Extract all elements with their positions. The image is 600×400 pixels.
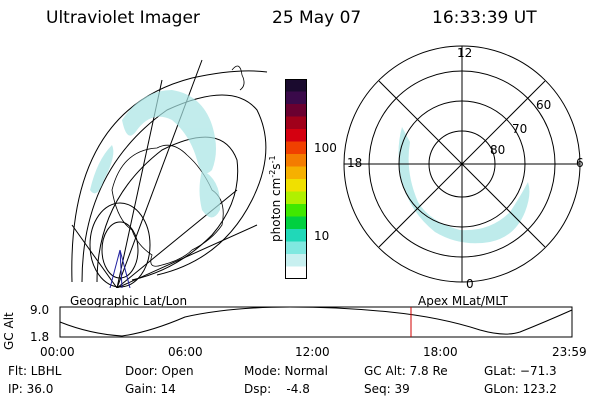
altitude-strip-plot <box>59 306 573 338</box>
dsp-readout: Dsp: -4.8 <box>244 382 310 396</box>
ip-readout: IP: 36.0 <box>8 382 54 396</box>
colorbar-tick-10: 10 <box>314 229 330 243</box>
map-meridian <box>71 224 118 288</box>
aurora-oval-glow <box>398 127 530 244</box>
map-coordinate-label: Geographic Lat/Lon <box>70 294 188 308</box>
colorbar-band <box>285 191 307 205</box>
mlt-label-12: 12 <box>457 46 473 60</box>
gc-altitude-readout: GC Alt: 7.8 Re <box>364 364 448 378</box>
colorbar-unit-label: photon cm-2s-1 <box>268 155 283 242</box>
strip-frame <box>59 306 573 338</box>
geographic-longitude-readout: GLon: 123.2 <box>484 382 557 396</box>
colorbar-band <box>285 241 307 255</box>
geographic-latitude-readout: GLat: −71.3 <box>484 364 557 378</box>
colorbar-band <box>285 79 307 92</box>
strip-axis-label: GC Alt <box>2 312 16 350</box>
unit-exp2: -1 <box>268 155 277 164</box>
geographic-map-panel <box>71 59 268 288</box>
colorbar-band <box>285 104 307 117</box>
strip-xtick-1800: 18:00 <box>423 345 458 359</box>
intensity-colorbar <box>285 79 307 279</box>
view-line <box>119 249 123 288</box>
polar-diagonal <box>378 80 546 248</box>
map-pole-circle <box>89 202 151 288</box>
colorbar-band <box>285 116 307 130</box>
unit-exp1: -2 <box>268 169 277 178</box>
door-readout: Door: Open <box>125 364 194 378</box>
sequence-readout: Seq: 39 <box>364 382 410 396</box>
view-line <box>109 249 121 288</box>
mlat-label-80: 80 <box>490 143 506 157</box>
polar-coordinate-label: Apex MLat/MLT <box>418 294 508 308</box>
unit-mid: s <box>269 163 283 170</box>
observation-date: 25 May 07 <box>272 8 362 28</box>
map-lat-arc <box>81 94 267 283</box>
imager-title: Ultraviolet Imager <box>46 8 200 28</box>
colorbar-band <box>285 166 307 180</box>
altitude-curve <box>59 306 573 337</box>
filter-readout: Flt: LBHL <box>8 364 62 378</box>
strip-ytick-1-8: 1.8 <box>30 330 50 344</box>
polar-mlt-plot <box>343 45 581 283</box>
colorbar-band <box>285 91 307 105</box>
unit-base: photon cm <box>269 177 283 242</box>
coastline-fragment <box>231 65 245 91</box>
colorbar-tick-100: 100 <box>314 141 337 155</box>
mlt-label-0: 0 <box>466 277 474 291</box>
mlt-label-18: 18 <box>347 156 363 170</box>
mode-readout: Mode: Normal <box>244 364 328 378</box>
aurora-glow <box>122 90 216 174</box>
colorbar-band <box>285 266 307 279</box>
colorbar-band <box>285 216 307 230</box>
strip-xtick-0600: 06:00 <box>168 345 203 359</box>
colorbar-band <box>285 179 307 192</box>
antarctica-coastline <box>111 144 224 267</box>
map-lat-arc <box>96 136 239 283</box>
strip-ytick-9: 9.0 <box>30 303 50 317</box>
map-pole-circle <box>101 221 139 279</box>
mlat-label-60: 60 <box>536 98 552 112</box>
strip-xtick-1200: 12:00 <box>295 345 330 359</box>
colorbar-band <box>285 129 307 142</box>
strip-xtick-0000: 00:00 <box>40 345 75 359</box>
map-meridian <box>116 224 258 288</box>
strip-xtick-2359: 23:59 <box>552 345 587 359</box>
colorbar-band <box>285 254 307 267</box>
mlt-label-6: 6 <box>576 156 584 170</box>
view-line <box>119 249 131 288</box>
mlat-label-70: 70 <box>512 122 528 136</box>
map-outer-arc <box>71 70 268 283</box>
colorbar-band <box>285 204 307 217</box>
colorbar-band <box>285 154 307 167</box>
gain-readout: Gain: 14 <box>125 382 176 396</box>
colorbar-band <box>285 141 307 155</box>
aurora-glow <box>199 170 221 218</box>
colorbar-band <box>285 229 307 242</box>
observation-time: 16:33:39 UT <box>432 8 537 28</box>
aurora-glow <box>90 145 114 194</box>
